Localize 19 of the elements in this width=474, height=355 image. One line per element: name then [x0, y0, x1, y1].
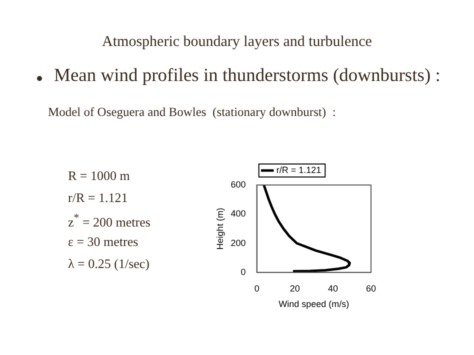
text: λ = 0.25 (1/sec): [68, 256, 150, 272]
y-tick-label: 400: [230, 208, 246, 219]
x-tick-label: 0: [254, 283, 260, 294]
text: z$^{*}$ = 200 metres: [68, 212, 150, 230]
x-tick-label: 20: [290, 283, 300, 294]
y-tick-label: 200: [230, 238, 246, 248]
chart-subtitle: Mean wind profiles in thunderstorms (downbursts) :: [54, 66, 440, 87]
chart-title: Atmospheric boundary layers and turbulence: [101, 34, 373, 51]
y-axis-title: Height (m): [214, 208, 225, 250]
text: ε = 30 metres: [68, 234, 138, 250]
text: r/R = 1.121: [68, 190, 128, 206]
text: R = 1000 m: [68, 168, 130, 184]
y-tick-label: 0: [240, 266, 246, 277]
x-axis-title: Wind speed (m/s): [278, 299, 350, 310]
legend-label: r/R = 1.121: [276, 164, 322, 175]
x-tick-label: 40: [328, 283, 338, 294]
y-tick-label: 600: [230, 179, 246, 190]
x-tick-label: 60: [366, 283, 376, 294]
text: Model of Oseguera and Bowles (stationary downburst) :: [48, 105, 336, 120]
